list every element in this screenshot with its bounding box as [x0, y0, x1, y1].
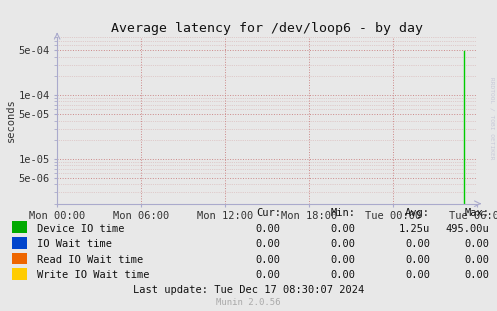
Text: Min:: Min:: [331, 208, 355, 218]
Text: RRDTOOL / TOBI OETIKER: RRDTOOL / TOBI OETIKER: [490, 77, 495, 160]
Text: 0.00: 0.00: [331, 224, 355, 234]
Text: 0.00: 0.00: [405, 270, 430, 280]
Text: Max:: Max:: [465, 208, 490, 218]
Text: 0.00: 0.00: [465, 239, 490, 249]
Text: 0.00: 0.00: [405, 239, 430, 249]
Text: 0.00: 0.00: [405, 255, 430, 265]
Text: 0.00: 0.00: [331, 255, 355, 265]
Text: 495.00u: 495.00u: [446, 224, 490, 234]
Text: 0.00: 0.00: [256, 239, 281, 249]
Text: 0.00: 0.00: [256, 224, 281, 234]
Title: Average latency for /dev/loop6 - by day: Average latency for /dev/loop6 - by day: [111, 22, 423, 35]
Text: 1.25u: 1.25u: [399, 224, 430, 234]
Text: 0.00: 0.00: [465, 255, 490, 265]
Text: 0.00: 0.00: [256, 270, 281, 280]
Text: Avg:: Avg:: [405, 208, 430, 218]
Y-axis label: seconds: seconds: [5, 99, 15, 142]
Text: 0.00: 0.00: [465, 270, 490, 280]
Text: Write IO Wait time: Write IO Wait time: [37, 270, 150, 280]
Text: Device IO time: Device IO time: [37, 224, 125, 234]
Text: 0.00: 0.00: [331, 239, 355, 249]
Text: Read IO Wait time: Read IO Wait time: [37, 255, 144, 265]
Text: 0.00: 0.00: [331, 270, 355, 280]
Text: Cur:: Cur:: [256, 208, 281, 218]
Text: Last update: Tue Dec 17 08:30:07 2024: Last update: Tue Dec 17 08:30:07 2024: [133, 285, 364, 295]
Text: 0.00: 0.00: [256, 255, 281, 265]
Text: Munin 2.0.56: Munin 2.0.56: [216, 298, 281, 307]
Text: IO Wait time: IO Wait time: [37, 239, 112, 249]
